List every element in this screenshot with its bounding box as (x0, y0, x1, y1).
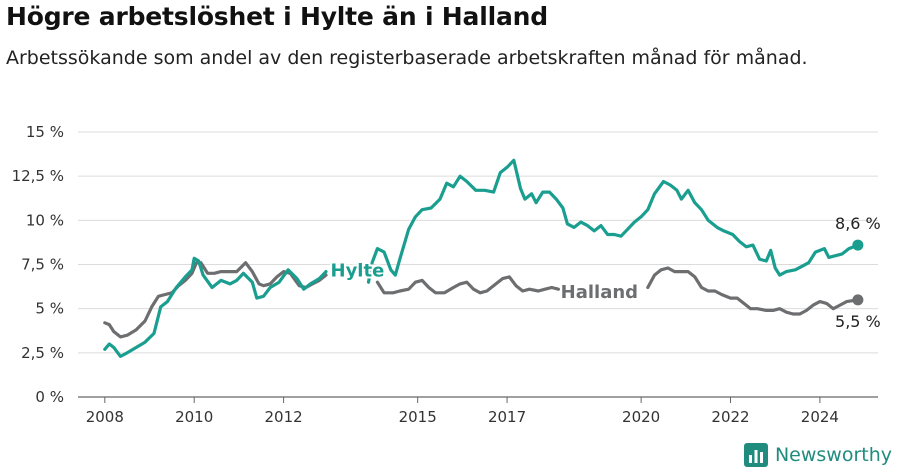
chart-title: Högre arbetslöshet i Hylte än i Halland (6, 2, 548, 31)
halland-series-line (646, 266, 860, 316)
y-tick-label: 12,5 % (12, 167, 64, 185)
x-tick-label: 2020 (622, 408, 660, 426)
x-tick-label: 2022 (711, 408, 749, 426)
newsworthy-logo: Newsworthy (743, 442, 892, 468)
halland-series-line (375, 275, 560, 295)
hylte-series-line (366, 158, 860, 284)
x-tick-label: 2017 (488, 408, 526, 426)
halland-end-label: 5,5 % (835, 312, 881, 331)
hylte-series-line (103, 256, 328, 358)
y-tick-label: 5 % (35, 300, 64, 318)
halland-end-point (852, 294, 864, 306)
series-labels: 5,5 % 8,6 % Hylte Halland (329, 214, 881, 331)
y-tick-label: 10 % (26, 211, 64, 229)
series-lines (103, 158, 864, 358)
hylte-end-point (852, 239, 864, 251)
x-tick-label: 2008 (86, 408, 124, 426)
halland-series-label: Halland (561, 282, 638, 303)
hylte-series-label: Hylte (331, 261, 385, 282)
x-axis: 2008 2010 2012 2015 2017 2020 2022 2024 (86, 397, 839, 426)
newsworthy-logo-icon (743, 443, 768, 467)
x-tick-label: 2010 (175, 408, 213, 426)
y-tick-label: 7,5 % (21, 256, 64, 274)
chart-subtitle: Arbetssökande som andel av den registerb… (6, 47, 808, 69)
x-tick-label: 2012 (264, 408, 302, 426)
hylte-end-label: 8,6 % (835, 214, 881, 233)
x-tick-label: 2024 (801, 408, 839, 426)
grid-lines (78, 131, 878, 398)
y-tick-label: 2,5 % (21, 344, 64, 362)
y-axis: 0 % 2,5 % 5 % 7,5 % 10 % 12,5 % 15 % (12, 123, 64, 406)
x-tick-label: 2015 (399, 408, 437, 426)
brand-name: Newsworthy (774, 444, 892, 466)
y-tick-label: 15 % (26, 123, 64, 141)
y-tick-label: 0 % (35, 388, 64, 406)
